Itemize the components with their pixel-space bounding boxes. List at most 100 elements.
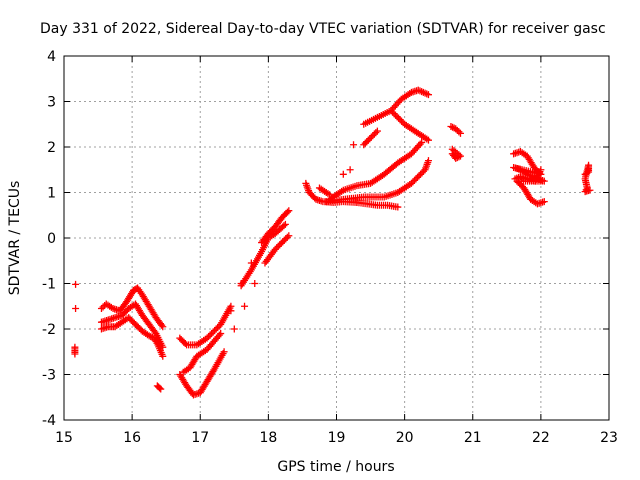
data-points <box>71 86 594 399</box>
data-point <box>208 330 216 338</box>
data-point <box>366 135 374 143</box>
data-point <box>350 141 358 149</box>
data-point <box>181 340 189 348</box>
x-tick-label: 22 <box>532 430 550 446</box>
series-flat-tail <box>353 199 402 211</box>
x-tick-label: 15 <box>55 430 73 446</box>
data-point <box>209 328 217 336</box>
data-point <box>424 136 432 144</box>
y-axis-title: SDTVAR / TECUs <box>7 181 23 296</box>
data-point <box>395 114 403 122</box>
data-point <box>159 323 167 331</box>
data-point <box>418 169 426 177</box>
data-point <box>279 238 287 246</box>
data-point <box>415 172 423 180</box>
data-point <box>282 235 290 243</box>
data-point <box>537 166 545 174</box>
data-point <box>372 129 380 137</box>
data-point <box>394 203 402 211</box>
data-point <box>273 244 281 252</box>
data-point <box>417 170 425 178</box>
data-point <box>285 207 293 215</box>
data-point <box>205 333 213 341</box>
series-rise-a <box>176 207 293 349</box>
series-isolated-early <box>71 280 80 358</box>
data-point <box>396 116 404 124</box>
data-point <box>276 241 284 249</box>
x-tick-label: 16 <box>123 430 141 446</box>
data-point <box>409 178 417 186</box>
x-tick-label: 20 <box>396 430 414 446</box>
data-point <box>407 179 415 187</box>
x-tick-label: 17 <box>191 430 209 446</box>
data-point <box>416 140 424 148</box>
data-point <box>251 280 259 287</box>
series-cluster-start <box>302 179 361 207</box>
data-point <box>99 303 107 311</box>
data-point <box>156 384 164 392</box>
data-point <box>452 154 460 162</box>
data-point <box>283 208 291 216</box>
series-group-2180 <box>510 148 548 208</box>
data-point <box>241 302 249 310</box>
data-point <box>418 138 426 146</box>
data-point <box>97 305 105 313</box>
data-point <box>230 325 238 333</box>
data-point <box>370 130 378 138</box>
data-point <box>274 242 282 250</box>
data-point <box>452 125 460 133</box>
data-point <box>283 233 291 241</box>
chart-title: Day 331 of 2022, Sidereal Day-to-day VTE… <box>40 21 606 37</box>
data-point <box>217 330 225 338</box>
data-point <box>412 175 420 183</box>
data-point <box>424 91 432 99</box>
series-arc-a <box>97 284 167 331</box>
data-point <box>214 323 222 331</box>
data-point <box>360 141 368 149</box>
data-point <box>280 236 288 244</box>
data-point <box>363 138 371 146</box>
data-point <box>373 127 381 135</box>
data-point <box>271 245 279 253</box>
y-tick-label: -3 <box>42 368 56 384</box>
series-isolated-mid <box>153 382 165 393</box>
data-point <box>212 325 220 333</box>
data-point <box>206 331 214 339</box>
data-point <box>145 332 153 340</box>
data-point <box>203 334 211 342</box>
x-tick-label: 19 <box>328 430 346 446</box>
series-group-2075 <box>447 123 464 162</box>
data-point <box>147 333 155 341</box>
data-point <box>159 352 167 360</box>
data-point <box>390 110 398 118</box>
y-tick-label: -4 <box>42 413 56 429</box>
data-point <box>367 133 375 141</box>
y-tick-label: -1 <box>42 277 56 293</box>
data-point <box>72 305 80 313</box>
data-point <box>361 139 369 147</box>
data-point <box>398 117 406 125</box>
x-axis-title: GPS time / hours <box>277 459 394 475</box>
data-point <box>387 107 395 115</box>
data-point <box>456 129 464 137</box>
data-point <box>410 176 418 184</box>
data-point <box>447 123 455 131</box>
series-arc-c <box>97 314 167 360</box>
data-point <box>392 111 400 119</box>
y-tick-label: 0 <box>47 231 56 247</box>
data-point <box>280 222 288 230</box>
y-tick-label: 4 <box>47 49 56 65</box>
data-point <box>227 307 235 315</box>
data-point <box>393 113 401 121</box>
data-point <box>211 327 219 335</box>
y-tick-label: 1 <box>47 186 56 202</box>
data-point <box>424 157 432 165</box>
data-point <box>72 280 80 288</box>
data-point <box>449 123 457 131</box>
x-tick-label: 21 <box>464 430 482 446</box>
y-tick-label: -2 <box>42 322 56 338</box>
data-point <box>540 198 548 206</box>
series-diag-b <box>387 107 432 144</box>
